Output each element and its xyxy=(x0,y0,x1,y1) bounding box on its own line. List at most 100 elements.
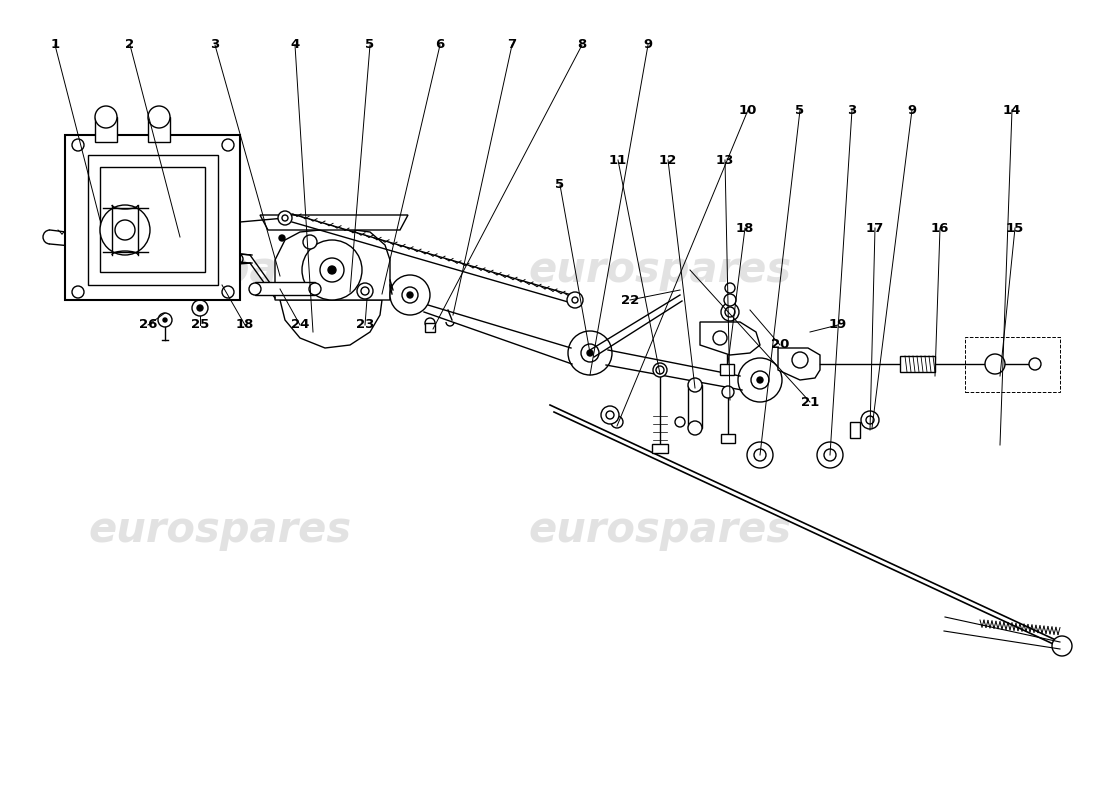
Bar xyxy=(148,117,170,142)
Circle shape xyxy=(754,449,766,461)
Circle shape xyxy=(402,287,418,303)
Circle shape xyxy=(358,283,373,299)
Text: 22: 22 xyxy=(620,294,639,306)
Circle shape xyxy=(606,411,614,419)
Text: 7: 7 xyxy=(507,38,517,51)
Text: 9: 9 xyxy=(644,38,652,51)
Text: 26: 26 xyxy=(139,318,157,331)
Text: 24: 24 xyxy=(290,318,309,331)
Text: 18: 18 xyxy=(235,318,254,331)
Text: 18: 18 xyxy=(736,222,755,234)
Circle shape xyxy=(653,363,667,377)
Circle shape xyxy=(725,307,735,317)
Circle shape xyxy=(192,300,208,316)
Circle shape xyxy=(601,406,619,424)
Bar xyxy=(65,135,240,300)
Circle shape xyxy=(361,287,368,295)
Text: 3: 3 xyxy=(210,38,220,51)
Circle shape xyxy=(724,294,736,306)
Circle shape xyxy=(738,358,782,402)
Circle shape xyxy=(747,442,773,468)
Circle shape xyxy=(675,417,685,427)
Circle shape xyxy=(688,421,702,435)
Circle shape xyxy=(866,416,874,424)
Circle shape xyxy=(792,352,808,368)
Bar xyxy=(720,434,735,443)
Text: 17: 17 xyxy=(866,222,884,234)
Circle shape xyxy=(320,258,344,282)
Circle shape xyxy=(302,240,362,300)
Text: 5: 5 xyxy=(795,103,804,117)
Bar xyxy=(965,337,1060,392)
Text: 21: 21 xyxy=(801,395,820,409)
Circle shape xyxy=(279,235,285,241)
Text: 1: 1 xyxy=(51,38,59,51)
Bar xyxy=(900,356,935,372)
Polygon shape xyxy=(260,215,408,230)
Text: 5: 5 xyxy=(556,178,564,191)
Text: 4: 4 xyxy=(290,38,299,51)
Circle shape xyxy=(302,235,317,249)
Text: 11: 11 xyxy=(609,154,627,166)
Polygon shape xyxy=(700,322,760,355)
Bar xyxy=(100,167,205,272)
Bar xyxy=(850,422,860,438)
Bar xyxy=(688,385,702,428)
Text: 2: 2 xyxy=(125,38,134,51)
Bar xyxy=(95,117,117,142)
Text: 25: 25 xyxy=(191,318,209,331)
Polygon shape xyxy=(280,300,382,348)
Text: 16: 16 xyxy=(931,222,949,234)
Text: 20: 20 xyxy=(771,338,789,351)
Circle shape xyxy=(390,275,430,315)
Circle shape xyxy=(116,220,135,240)
Circle shape xyxy=(984,354,1005,374)
Bar xyxy=(255,282,315,295)
Circle shape xyxy=(282,215,288,221)
Text: eurospares: eurospares xyxy=(528,249,792,291)
Circle shape xyxy=(1028,358,1041,370)
Circle shape xyxy=(249,283,261,295)
Circle shape xyxy=(158,313,172,327)
Circle shape xyxy=(568,331,612,375)
Circle shape xyxy=(861,411,879,429)
Polygon shape xyxy=(778,348,820,380)
Circle shape xyxy=(1052,636,1072,656)
Text: eurospares: eurospares xyxy=(528,509,792,551)
Bar xyxy=(214,282,235,290)
Circle shape xyxy=(817,442,843,468)
Circle shape xyxy=(751,371,769,389)
Text: 23: 23 xyxy=(355,318,374,331)
Circle shape xyxy=(720,303,739,321)
Text: 19: 19 xyxy=(829,318,847,331)
Circle shape xyxy=(688,378,702,392)
Text: 9: 9 xyxy=(908,103,916,117)
Circle shape xyxy=(72,139,84,151)
Circle shape xyxy=(566,292,583,308)
Text: 12: 12 xyxy=(659,154,678,166)
Circle shape xyxy=(72,286,84,298)
Polygon shape xyxy=(275,228,390,300)
Circle shape xyxy=(587,350,593,356)
Circle shape xyxy=(581,344,600,362)
Text: 3: 3 xyxy=(847,103,857,117)
Text: 8: 8 xyxy=(578,38,586,51)
Circle shape xyxy=(278,211,292,225)
Circle shape xyxy=(725,283,735,293)
Text: 6: 6 xyxy=(436,38,444,51)
Text: 13: 13 xyxy=(716,154,734,166)
Circle shape xyxy=(95,106,117,128)
Bar xyxy=(88,155,218,285)
Circle shape xyxy=(656,366,664,374)
Text: eurospares: eurospares xyxy=(88,249,352,291)
Circle shape xyxy=(610,416,623,428)
Circle shape xyxy=(197,305,204,311)
Circle shape xyxy=(713,331,727,345)
Circle shape xyxy=(222,286,234,298)
Circle shape xyxy=(757,377,763,383)
Circle shape xyxy=(425,318,435,328)
Circle shape xyxy=(309,283,321,295)
Circle shape xyxy=(163,318,167,322)
Text: 15: 15 xyxy=(1005,222,1024,234)
Circle shape xyxy=(100,205,150,255)
